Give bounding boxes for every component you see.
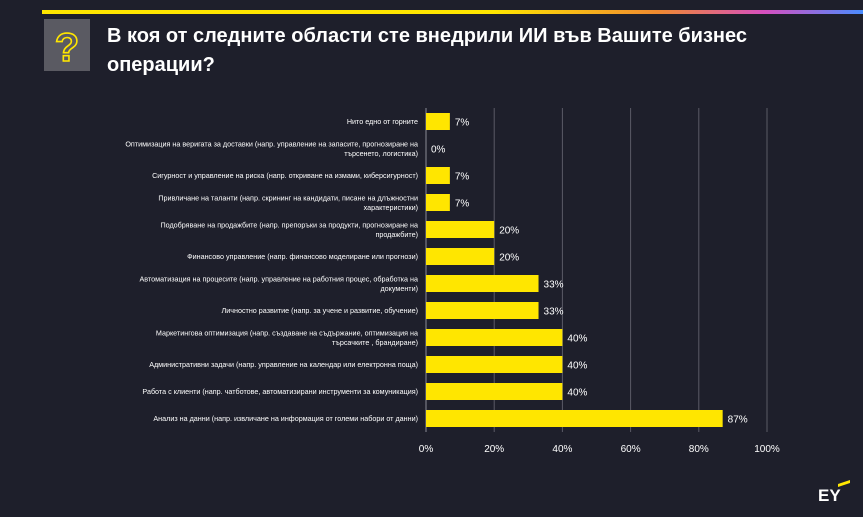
value-label: 33% <box>544 280 564 291</box>
question-mark-icon: ? <box>44 19 90 71</box>
category-label: Финансово управление (напр. финансово мо… <box>187 252 418 261</box>
bar <box>426 167 450 184</box>
x-tick-label: 0% <box>419 444 434 455</box>
bar <box>426 302 539 319</box>
category-label: Работа с клиенти (напр. чатботове, автом… <box>142 387 418 396</box>
category-label: Личностно развитие (напр. за учене и раз… <box>222 306 419 315</box>
bar <box>426 410 723 427</box>
value-label: 20% <box>499 226 519 237</box>
value-label: 20% <box>499 253 519 264</box>
bar <box>426 221 495 238</box>
x-tick-label: 60% <box>621 444 641 455</box>
category-label: Маркетингова оптимизация (напр. създаван… <box>156 328 418 347</box>
value-label: 0% <box>431 145 446 156</box>
category-label: Нито едно от горните <box>347 117 418 126</box>
x-tick-label: 80% <box>689 444 709 455</box>
bar <box>426 113 450 130</box>
bar <box>426 329 563 346</box>
x-tick-label: 100% <box>754 444 780 455</box>
bar <box>426 383 563 400</box>
value-label: 40% <box>567 361 587 372</box>
category-label: Сигурност и управление на риска (напр. о… <box>152 171 418 180</box>
value-label: 40% <box>567 388 587 399</box>
category-label: Оптимизация на веригата за доставки (нап… <box>125 139 418 158</box>
category-label: Привличане на таланти (напр. скрининг на… <box>158 193 418 212</box>
category-label: Административни задачи (напр. управление… <box>149 360 418 369</box>
value-label: 7% <box>455 199 470 210</box>
category-label: Анализ на данни (напр. извличане на инфо… <box>153 414 418 423</box>
category-label: Автоматизация на процесите (напр. управл… <box>139 274 418 293</box>
value-label: 40% <box>567 334 587 345</box>
chart-title: В коя от следните области сте внедрили И… <box>107 25 747 76</box>
bar <box>426 275 539 292</box>
accent-bar <box>42 10 863 14</box>
value-label: 7% <box>455 172 470 183</box>
category-label: Подобряване на продажбите (напр. препоръ… <box>160 220 418 239</box>
bar <box>426 194 450 211</box>
bar <box>426 248 495 265</box>
ey-logo: EY <box>818 486 841 505</box>
value-label: 7% <box>455 118 470 129</box>
svg-text:?: ? <box>55 26 79 70</box>
value-label: 33% <box>544 307 564 318</box>
x-tick-label: 20% <box>484 444 504 455</box>
value-label: 87% <box>728 415 748 426</box>
x-tick-label: 40% <box>552 444 572 455</box>
bar <box>426 356 563 373</box>
